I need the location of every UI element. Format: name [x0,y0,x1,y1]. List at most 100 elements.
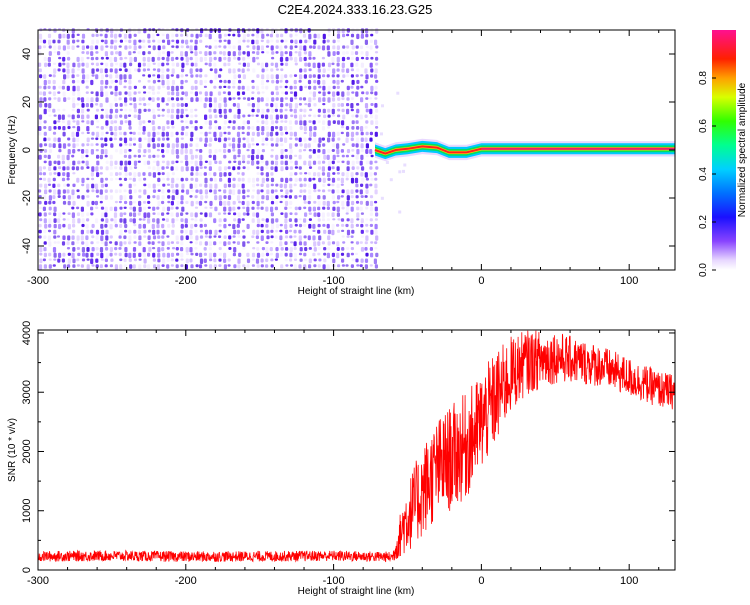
noise-cell [322,160,326,164]
noise-cell [374,177,378,181]
noise-cell [199,166,203,170]
noise-cell [204,97,208,102]
noise-cell [86,45,90,49]
noise-cell [105,229,109,235]
noise-cell [176,114,180,120]
noise-cell [76,74,80,77]
noise-cell [123,241,127,245]
noise-cell [294,172,298,176]
noise-cell [336,62,340,67]
noise-cell [294,137,298,141]
noise-cell [198,91,203,95]
noise-cell [256,120,260,123]
noise-cell [313,189,317,193]
noise-cell [261,137,265,143]
noise-cell [327,97,331,103]
noise-cell [142,85,146,89]
noise-cell [298,235,302,241]
noise-cell [313,200,317,204]
noise-cell [313,258,317,262]
noise-cell [176,108,180,114]
noise-cell [351,258,355,262]
noise-cell [251,33,255,37]
noise-cell [274,189,278,193]
noise-cell [152,154,156,158]
noise-cell [275,223,279,229]
noise-cell [213,108,217,113]
noise-cell [236,223,240,228]
noise-cell [151,56,155,62]
noise-cell [289,154,293,160]
noise-cell [274,103,278,108]
noise-cell [199,252,203,258]
noise-cell [77,91,81,97]
noise-cell [360,74,364,77]
noise-cell [345,212,349,215]
noise-cell [256,45,260,51]
y-tick-label: 4000 [21,321,33,345]
noise-cell [152,247,156,250]
noise-cell [327,33,331,37]
noise-cell [337,108,341,112]
noise-cell [52,91,56,97]
noise-cell [105,247,109,251]
noise-cell [270,172,274,176]
noise-cell [166,258,170,262]
noise-cell [57,91,61,94]
noise-cell [354,51,359,55]
noise-cell [351,149,355,152]
noise-cell [198,51,203,55]
noise-cell [175,143,179,148]
noise-cell [48,103,52,109]
noise-cell [209,79,213,84]
noise-cell [266,108,270,113]
noise-cell [375,252,379,258]
noise-speck [403,163,407,167]
noise-cell [133,103,137,109]
noise-cell [77,160,81,165]
noise-cell [270,264,274,268]
noise-cell [270,91,274,96]
noise-cell [232,97,236,100]
noise-cell [317,68,321,73]
noise-cell [176,177,180,181]
noise-cell [308,183,312,188]
noise-cell [91,131,95,136]
noise-cell [166,252,170,258]
noise-cell [299,28,303,34]
noise-cell [294,45,298,49]
noise-cell [109,166,113,170]
noise-cell [180,56,184,61]
noise-cell [327,114,331,118]
noise-cell [152,131,156,138]
noise-cell [91,200,95,206]
noise-cell [251,264,255,267]
noise-cell [304,143,308,149]
noise-cell [138,200,142,206]
noise-cell [308,223,312,229]
noise-cell [162,45,166,50]
noise-cell [100,149,104,155]
noise-cell [180,247,184,252]
noise-cell [39,39,43,43]
noise-cell [110,120,114,125]
noise-cell [265,137,269,141]
noise-cell [331,97,336,102]
noise-cell [113,45,117,50]
noise-cell [341,200,345,207]
noise-cell [252,56,256,63]
noise-cell [265,143,269,146]
noise-cell [81,223,85,228]
noise-cell [246,160,250,165]
noise-cell [351,200,355,206]
noise-cell [95,62,99,67]
noise-cell [86,51,90,55]
noise-cell [303,131,307,135]
noise-cell [242,166,246,170]
noise-cell [218,258,222,262]
noise-cell [96,160,100,166]
noise-cell [242,51,246,55]
noise-cell [355,200,360,204]
noise-cell [360,131,364,136]
